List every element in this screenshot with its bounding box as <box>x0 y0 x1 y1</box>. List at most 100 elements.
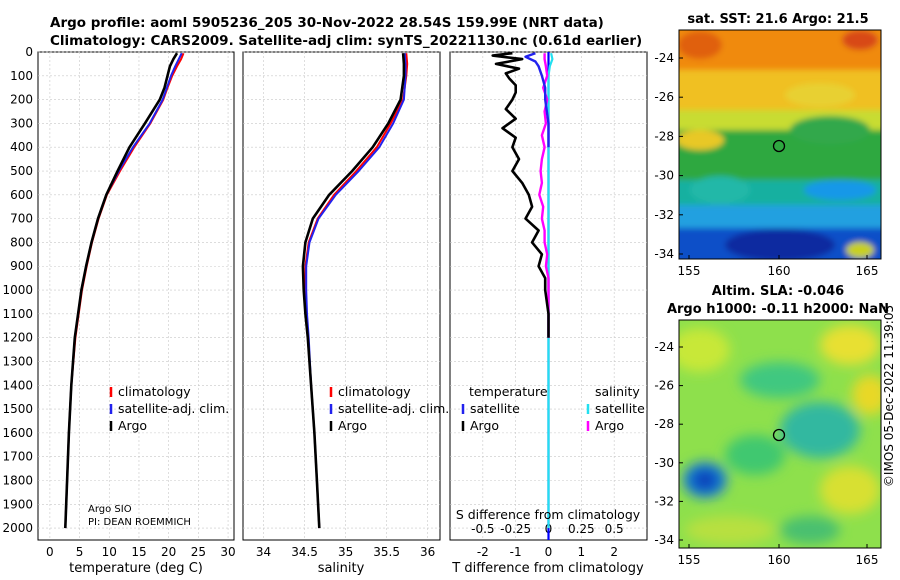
salinity-xlabel: salinity <box>318 561 365 576</box>
sla-map-frame <box>678 319 882 549</box>
map-lat-label: -24 <box>654 340 674 354</box>
depth-tick-label: 700 <box>10 212 33 226</box>
x-tick-label: 10 <box>102 545 117 559</box>
x-tick-label: -1 <box>510 545 522 559</box>
sla-map-axes: 155 160 165 -24 -26 -28 -30 -32 -34 <box>654 340 878 567</box>
temperature-xlabel: temperature (deg C) <box>69 561 203 576</box>
map-lat-label: -28 <box>654 417 674 431</box>
sst-map-axes: 155 160 165 -24 -26 -28 -30 -32 -34 <box>654 51 878 278</box>
map-lat-label: -26 <box>654 90 674 104</box>
depth-tick-label: 300 <box>10 116 33 130</box>
map-lat-label: -30 <box>654 169 674 183</box>
depth-tick-label: 1000 <box>2 283 33 297</box>
temperature-argo-line <box>64 52 179 529</box>
s-diff-tick-label: 0.25 <box>568 522 595 536</box>
salinity-panel <box>242 51 441 541</box>
depth-tick-label: 400 <box>10 140 33 154</box>
depth-tick-label: 1300 <box>2 354 33 368</box>
map-lat-label: -34 <box>654 533 674 547</box>
x-tick-label: 35 <box>338 545 353 559</box>
salinity-argo-line <box>301 53 406 529</box>
map-lon-label: 160 <box>768 553 791 567</box>
x-tick-label: 1 <box>578 545 586 559</box>
annotation-argo-sio: Argo SIO <box>88 504 132 515</box>
depth-tick-label: 1400 <box>2 378 33 392</box>
depth-tick-label: 0 <box>25 45 33 59</box>
x-tick-label: 2 <box>610 545 618 559</box>
map-lat-label: -30 <box>654 456 674 470</box>
x-tick-label: -2 <box>477 545 489 559</box>
legend-argo-label: Argo <box>338 418 367 433</box>
depth-tick-label: 2000 <box>2 521 33 535</box>
x-tick-label: 0 <box>545 545 553 559</box>
x-tick-label: 34 <box>256 545 271 559</box>
sst-argo-location-marker <box>772 139 786 153</box>
legend-climatology-label: climatology <box>118 384 191 399</box>
x-axes: 0 5 10 15 20 25 30 34 34.5 35 35.5 36 -2 -1 0 1 2 -0.5 -0.… <box>46 522 624 559</box>
temperature-satellite-diff-line <box>524 52 550 148</box>
x-tick-label: 20 <box>161 545 176 559</box>
map-lat-label: -32 <box>654 208 674 222</box>
x-tick-label: 15 <box>131 545 146 559</box>
depth-tick-label: 1100 <box>2 307 33 321</box>
depth-tick-label: 1900 <box>2 497 33 511</box>
depth-axis: 0 100 200 300 400 500 600 700 800 900 1000 1100 1200… <box>2 45 33 535</box>
temperature-legend: climatology satellite-adj. clim. Argo <box>109 384 229 433</box>
salinity-legend: climatology satellite-adj. clim. Argo <box>329 384 449 433</box>
legend-s-satellite-label: satellite <box>595 401 645 416</box>
map-lat-label: -24 <box>654 51 674 65</box>
profile-curves <box>64 51 554 540</box>
map-lat-label: -26 <box>654 379 674 393</box>
depth-tick-label: 1200 <box>2 331 33 345</box>
profile-panels <box>37 51 648 541</box>
depth-tick-label: 100 <box>10 69 33 83</box>
legend-salinity-title: salinity <box>595 384 640 399</box>
difference-legend: temperature satellite Argo salinity sate… <box>461 384 645 433</box>
sst-map-image <box>679 30 881 259</box>
x-tick-label: 36 <box>420 545 435 559</box>
depth-tick-label: 800 <box>10 235 33 249</box>
legend-t-argo-label: Argo <box>470 418 499 433</box>
sla-map-image <box>679 320 881 548</box>
sla-argo-location-marker <box>772 428 786 442</box>
map-lat-label: -34 <box>654 247 674 261</box>
depth-tick-label: 200 <box>10 93 33 107</box>
imos-timestamp: ©IMOS 05-Dec-2022 11:39:05 <box>882 305 896 487</box>
depth-tick-label: 1600 <box>2 426 33 440</box>
x-tick-label: 25 <box>191 545 206 559</box>
header-title-line2: Climatology: CARS2009. Satellite-adj cli… <box>50 33 642 49</box>
sla-map-title-line1: Altim. SLA: -0.046 <box>712 284 844 299</box>
temperature-panel <box>37 51 235 541</box>
map-lon-label: 165 <box>856 553 879 567</box>
legend-satellite-label: satellite-adj. clim. <box>338 401 449 416</box>
x-tick-label: 34.5 <box>291 545 318 559</box>
legend-temperature-title: temperature <box>469 384 548 399</box>
map-lon-label: 160 <box>768 264 791 278</box>
map-lon-label: 165 <box>856 264 879 278</box>
sla-map-title-line2: Argo h1000: -0.11 h2000: NaN <box>667 302 889 317</box>
map-lon-label: 155 <box>678 264 701 278</box>
depth-tick-label: 1500 <box>2 402 33 416</box>
temperature-argo-diff-line <box>491 51 550 338</box>
s-diff-tick-label: -0.5 <box>471 522 494 536</box>
x-tick-label: 0 <box>46 545 54 559</box>
s-diff-tick-label: 0.5 <box>605 522 624 536</box>
sst-map-title: sat. SST: 21.6 Argo: 21.5 <box>687 12 868 27</box>
map-lon-label: 155 <box>678 553 701 567</box>
t-difference-xlabel: T difference from climatology <box>451 561 644 576</box>
x-tick-label: 5 <box>76 545 84 559</box>
annotation-pi: PI: DEAN ROEMMICH <box>88 517 191 528</box>
depth-tick-label: 900 <box>10 259 33 273</box>
legend-argo-label: Argo <box>118 418 147 433</box>
legend-t-satellite-label: satellite <box>470 401 520 416</box>
legend-satellite-label: satellite-adj. clim. <box>118 401 229 416</box>
depth-tick-label: 500 <box>10 164 33 178</box>
x-tick-label: 35.5 <box>373 545 400 559</box>
depth-tick-label: 1800 <box>2 473 33 487</box>
s-difference-xlabel: S difference from climatology <box>456 507 641 522</box>
map-lat-label: -32 <box>654 494 674 508</box>
legend-s-argo-label: Argo <box>595 418 624 433</box>
header-title-line1: Argo profile: aoml 5905236_205 30-Nov-20… <box>50 15 604 31</box>
depth-tick-label: 600 <box>10 188 33 202</box>
